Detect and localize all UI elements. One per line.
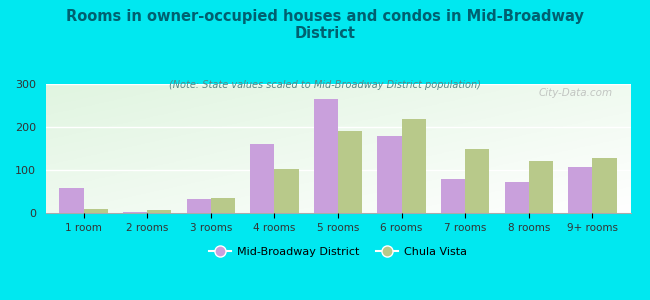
Bar — [123, 212, 148, 213]
Bar — [148, 210, 172, 213]
Bar — [378, 136, 402, 213]
Bar — [504, 182, 528, 213]
Bar — [314, 99, 338, 213]
Bar — [568, 167, 592, 213]
Bar — [465, 149, 489, 213]
Legend: Mid-Broadway District, Chula Vista: Mid-Broadway District, Chula Vista — [205, 243, 471, 262]
Bar — [528, 160, 553, 213]
Bar — [441, 179, 465, 213]
Bar — [187, 199, 211, 213]
Text: Rooms in owner-occupied houses and condos in Mid-Broadway
District: Rooms in owner-occupied houses and condo… — [66, 9, 584, 41]
Text: City-Data.com: City-Data.com — [539, 88, 613, 98]
Bar — [211, 198, 235, 213]
Bar — [60, 188, 84, 213]
Bar — [338, 131, 362, 213]
Bar — [592, 158, 616, 213]
Bar — [84, 209, 108, 213]
Bar — [250, 144, 274, 213]
Bar — [402, 119, 426, 213]
Text: (Note: State values scaled to Mid-Broadway District population): (Note: State values scaled to Mid-Broadw… — [169, 80, 481, 89]
Bar — [274, 169, 298, 213]
